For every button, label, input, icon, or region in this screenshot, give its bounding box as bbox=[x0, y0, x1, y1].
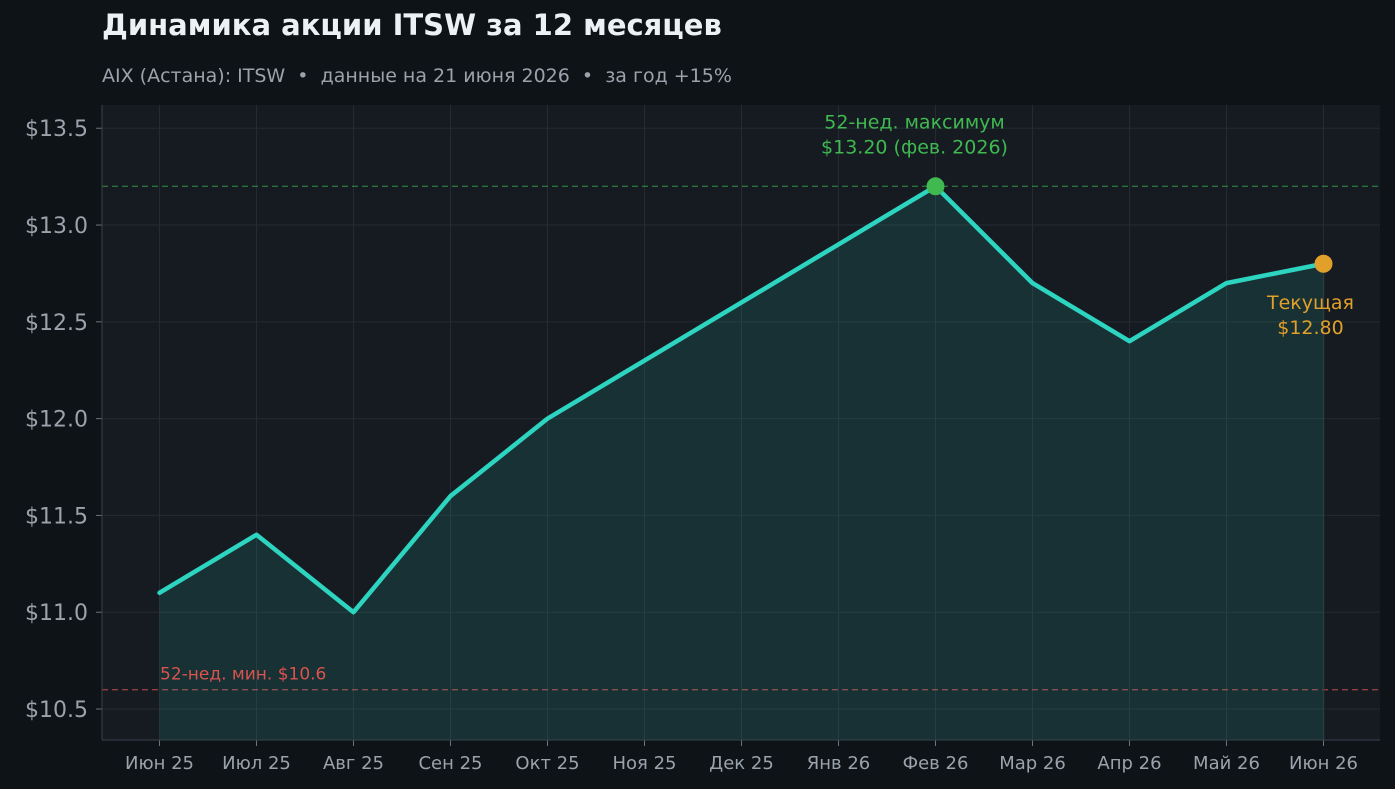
low-label: 52-нед. мин. $10.6 bbox=[160, 665, 326, 685]
annotations: 52-нед. максимум $13.20 (фев. 2026) 52-н… bbox=[160, 111, 1354, 684]
current-label-line2: $12.80 bbox=[1277, 317, 1343, 339]
price-line bbox=[157, 184, 1326, 615]
x-tick-label: Авг 25 bbox=[323, 753, 384, 774]
chart-title: Динамика акции ITSW за 12 месяцев bbox=[102, 8, 722, 42]
markers bbox=[926, 177, 1333, 273]
x-tick-label: Фев 26 bbox=[903, 753, 969, 774]
high-point-marker bbox=[926, 177, 945, 196]
x-tick-label: Сен 25 bbox=[418, 753, 482, 774]
current-point-marker bbox=[1314, 254, 1333, 273]
x-tick-label: Апр 26 bbox=[1097, 753, 1161, 774]
y-axis: $10.5 $11.0 $11.5 $12.0 $12.5 $13.0 $13.5 bbox=[25, 117, 102, 723]
y-tick-label: $12.0 bbox=[25, 408, 88, 433]
high-label-line1: 52-нед. максимум bbox=[824, 111, 1005, 133]
x-tick-label: Май 26 bbox=[1193, 753, 1260, 774]
y-tick-label: $11.5 bbox=[25, 504, 88, 529]
reference-lines bbox=[102, 185, 1380, 691]
current-label-line1: Текущая bbox=[1266, 292, 1354, 314]
x-tick-label: Янв 26 bbox=[807, 753, 871, 774]
x-tick-label: Ноя 25 bbox=[612, 753, 676, 774]
chart-subtitle: AIX (Астана): ITSW • данные на 21 июня 2… bbox=[102, 65, 732, 87]
y-tick-label: $13.5 bbox=[25, 117, 88, 142]
y-tick-label: $10.5 bbox=[25, 698, 88, 723]
x-tick-label: Дек 25 bbox=[709, 753, 774, 774]
x-axis: Июн 25 Июл 25 Авг 25 Сен 25 Окт 25 Ноя 25 Дек … bbox=[125, 740, 1358, 774]
x-tick-label: Окт 25 bbox=[515, 753, 579, 774]
x-tick-label: Июн 25 bbox=[125, 753, 194, 774]
x-tick-label: Мар 26 bbox=[999, 753, 1066, 774]
high-label-line2: $13.20 (фев. 2026) bbox=[821, 136, 1008, 158]
y-tick-label: $11.0 bbox=[25, 601, 88, 626]
x-tick-label: Июл 25 bbox=[222, 753, 291, 774]
x-tick-label: Июн 26 bbox=[1289, 753, 1358, 774]
y-tick-label: $13.0 bbox=[25, 214, 88, 239]
price-area bbox=[159, 186, 1324, 740]
y-tick-label: $12.5 bbox=[25, 311, 88, 336]
